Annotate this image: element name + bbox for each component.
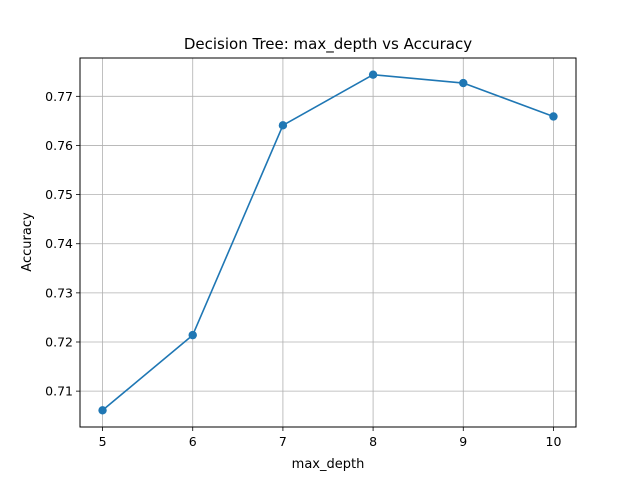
- x-axis-label: max_depth: [292, 457, 365, 472]
- y-tick-label: 0.72: [45, 334, 73, 349]
- data-point: [188, 330, 197, 340]
- ticks: 5 6 7 8 9 10 0.71 0.72 0.73 0.74 0.75 0.76 0.77: [45, 89, 561, 449]
- x-tick-label: 5: [99, 434, 107, 449]
- data-point: [459, 78, 468, 88]
- x-tick-label: 10: [546, 434, 562, 449]
- y-tick-label: 0.77: [45, 89, 73, 104]
- x-tick-label: 7: [279, 434, 287, 449]
- y-tick-label: 0.73: [45, 285, 73, 300]
- data-point: [98, 406, 107, 415]
- x-tick-label: 9: [459, 434, 467, 449]
- data-point: [549, 112, 558, 121]
- y-axis-label: Accuracy: [20, 212, 35, 272]
- data-point: [278, 121, 288, 130]
- y-tick-label: 0.76: [45, 138, 73, 153]
- y-tick-label: 0.71: [45, 384, 73, 399]
- series-layer: [98, 70, 558, 415]
- series-line: [102, 73, 554, 411]
- y-tick-label: 0.74: [45, 236, 73, 251]
- x-tick-label: 6: [189, 434, 197, 449]
- plot-frame: [79, 57, 577, 428]
- data-point: [368, 70, 378, 79]
- x-tick-label: 8: [369, 434, 377, 449]
- chart-title: Decision Tree: max_depth vs Accuracy: [184, 35, 472, 54]
- y-tick-label: 0.75: [45, 187, 73, 202]
